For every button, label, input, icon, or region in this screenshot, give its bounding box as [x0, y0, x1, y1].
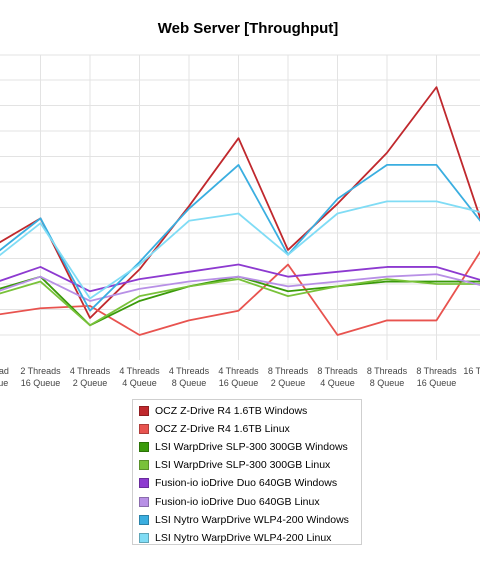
- chart-lines: [0, 86, 480, 336]
- legend-label: LSI WarpDrive SLP-300 300GB Windows: [155, 441, 348, 454]
- x-tick-label: 4 Threads 8 Queue: [169, 366, 210, 388]
- legend-swatch: [139, 532, 149, 543]
- legend-item: OCZ Z-Drive R4 1.6TB Windows: [139, 402, 361, 420]
- chart-legend: OCZ Z-Drive R4 1.6TB Windows OCZ Z-Drive …: [132, 399, 362, 545]
- x-tick-label: 8 Threads 8 Queue: [367, 366, 408, 388]
- legend-swatch: [139, 406, 149, 417]
- legend-swatch: [139, 424, 149, 435]
- legend-swatch: [139, 514, 149, 525]
- x-tick-label: 16 Threads...: [463, 366, 480, 388]
- series-line-1: [0, 86, 480, 319]
- x-tick-label: 4 Threads 4 Queue: [119, 366, 160, 388]
- series-line-6: [0, 273, 480, 302]
- legend-swatch: [139, 442, 149, 453]
- x-tick-label: 2 Threads 16 Queue: [20, 366, 61, 388]
- x-tick-label: 1 Thread8 Queue: [0, 366, 9, 388]
- legend-item: OCZ Z-Drive R4 1.6TB Linux: [139, 420, 361, 438]
- series-line-5: [0, 263, 480, 293]
- legend-swatch: [139, 496, 149, 507]
- legend-item: Fusion-io ioDrive Duo 640GB Windows: [139, 474, 361, 492]
- chart-grid: [0, 54, 480, 360]
- legend-swatch: [139, 460, 149, 471]
- x-tick-label: 8 Threads 2 Queue: [268, 366, 309, 388]
- legend-item: LSI WarpDrive SLP-300 300GB Windows: [139, 438, 361, 456]
- legend-label: Fusion-io ioDrive Duo 640GB Windows: [155, 477, 338, 490]
- legend-item: LSI WarpDrive SLP-300 300GB Linux: [139, 456, 361, 474]
- legend-label: Fusion-io ioDrive Duo 640GB Linux: [155, 495, 320, 508]
- x-tick-label: 8 Threads 4 Queue: [317, 366, 358, 388]
- legend-item: Fusion-io ioDrive Duo 640GB Linux: [139, 492, 361, 510]
- series-line-8: [0, 200, 480, 300]
- legend-label: LSI Nytro WarpDrive WLP4-200 Windows: [155, 513, 349, 526]
- x-tick-label: 8 Threads 16 Queue: [416, 366, 457, 388]
- legend-label: OCZ Z-Drive R4 1.6TB Linux: [155, 423, 290, 436]
- legend-swatch: [139, 478, 149, 489]
- legend-label: OCZ Z-Drive R4 1.6TB Windows: [155, 405, 308, 418]
- legend-label: LSI WarpDrive SLP-300 300GB Linux: [155, 459, 331, 472]
- legend-label: LSI Nytro WarpDrive WLP4-200 Linux: [155, 531, 332, 544]
- series-line-7: [0, 163, 480, 312]
- chart-title: Web Server [Throughput]: [157, 20, 339, 37]
- x-tick-label: 4 Threads 2 Queue: [70, 366, 111, 388]
- legend-item: LSI Nytro WarpDrive WLP4-200 Linux: [139, 529, 361, 547]
- legend-item: LSI Nytro WarpDrive WLP4-200 Windows: [139, 511, 361, 529]
- series-line-4: [0, 278, 480, 327]
- x-tick-label: 4 Threads 16 Queue: [218, 366, 259, 388]
- series-line-2: [0, 250, 480, 336]
